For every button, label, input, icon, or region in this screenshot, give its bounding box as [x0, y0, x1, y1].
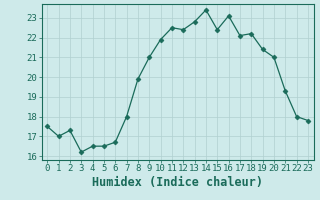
X-axis label: Humidex (Indice chaleur): Humidex (Indice chaleur)	[92, 176, 263, 189]
